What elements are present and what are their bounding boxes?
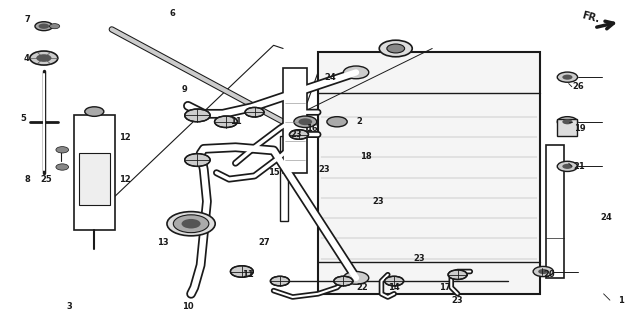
Circle shape	[557, 161, 577, 172]
Text: 27: 27	[258, 238, 270, 247]
Bar	[74, 116, 115, 230]
Circle shape	[173, 215, 209, 233]
Circle shape	[50, 24, 60, 29]
Text: 15: 15	[268, 168, 279, 177]
Circle shape	[387, 44, 404, 53]
Circle shape	[448, 270, 467, 279]
Bar	[79, 153, 110, 204]
Circle shape	[181, 219, 200, 228]
Text: 6: 6	[169, 9, 175, 18]
Text: 20: 20	[544, 270, 555, 279]
Circle shape	[289, 130, 308, 139]
Text: 2: 2	[356, 117, 362, 126]
Circle shape	[294, 116, 317, 127]
Text: 9: 9	[182, 85, 188, 94]
Circle shape	[56, 147, 69, 153]
Text: 7: 7	[24, 15, 31, 24]
Circle shape	[538, 269, 548, 274]
Text: 14: 14	[389, 283, 400, 292]
Circle shape	[36, 54, 52, 62]
Text: 13: 13	[156, 238, 169, 247]
Text: 17: 17	[439, 283, 451, 292]
Text: 5: 5	[20, 114, 26, 123]
Circle shape	[385, 276, 404, 286]
Text: 16: 16	[306, 124, 317, 132]
Bar	[546, 145, 564, 278]
Text: 24: 24	[325, 73, 336, 82]
Circle shape	[85, 107, 104, 116]
Text: 23: 23	[373, 197, 384, 206]
Text: 3: 3	[66, 302, 72, 311]
Text: 24: 24	[601, 213, 612, 222]
Circle shape	[298, 118, 312, 125]
Circle shape	[214, 116, 237, 127]
Circle shape	[35, 22, 53, 31]
Text: 23: 23	[414, 254, 425, 263]
Text: 4: 4	[23, 53, 29, 62]
Circle shape	[343, 271, 369, 284]
Text: 8: 8	[24, 175, 31, 184]
Text: 23: 23	[319, 165, 330, 174]
Text: 23: 23	[452, 296, 464, 305]
Text: 11: 11	[242, 270, 254, 279]
Text: 11: 11	[230, 117, 242, 126]
Text: 18: 18	[360, 152, 371, 161]
Text: 12: 12	[118, 133, 130, 142]
Circle shape	[245, 108, 264, 117]
Text: 1: 1	[618, 296, 625, 305]
Text: 26: 26	[572, 82, 584, 91]
Bar	[556, 119, 577, 136]
Circle shape	[56, 164, 69, 170]
Circle shape	[557, 72, 577, 82]
Circle shape	[562, 75, 572, 80]
Text: 25: 25	[41, 175, 52, 184]
Circle shape	[39, 23, 49, 29]
Circle shape	[230, 266, 253, 277]
Circle shape	[334, 276, 353, 286]
Text: 12: 12	[118, 175, 130, 184]
Bar	[280, 136, 288, 221]
Circle shape	[270, 276, 289, 286]
Circle shape	[379, 40, 412, 57]
Circle shape	[343, 66, 369, 79]
Circle shape	[562, 119, 572, 124]
Circle shape	[533, 267, 553, 276]
Text: 10: 10	[182, 302, 194, 311]
Text: 21: 21	[574, 162, 585, 171]
Bar	[318, 52, 540, 294]
Circle shape	[184, 109, 210, 122]
Circle shape	[167, 212, 215, 236]
Circle shape	[184, 154, 210, 166]
Circle shape	[327, 117, 347, 127]
Circle shape	[562, 164, 572, 169]
Text: 23: 23	[290, 130, 301, 139]
Circle shape	[557, 117, 577, 127]
Text: 19: 19	[574, 124, 585, 132]
Text: FR.: FR.	[581, 10, 601, 25]
Bar	[283, 68, 307, 173]
Text: 22: 22	[357, 283, 368, 292]
Circle shape	[30, 51, 58, 65]
